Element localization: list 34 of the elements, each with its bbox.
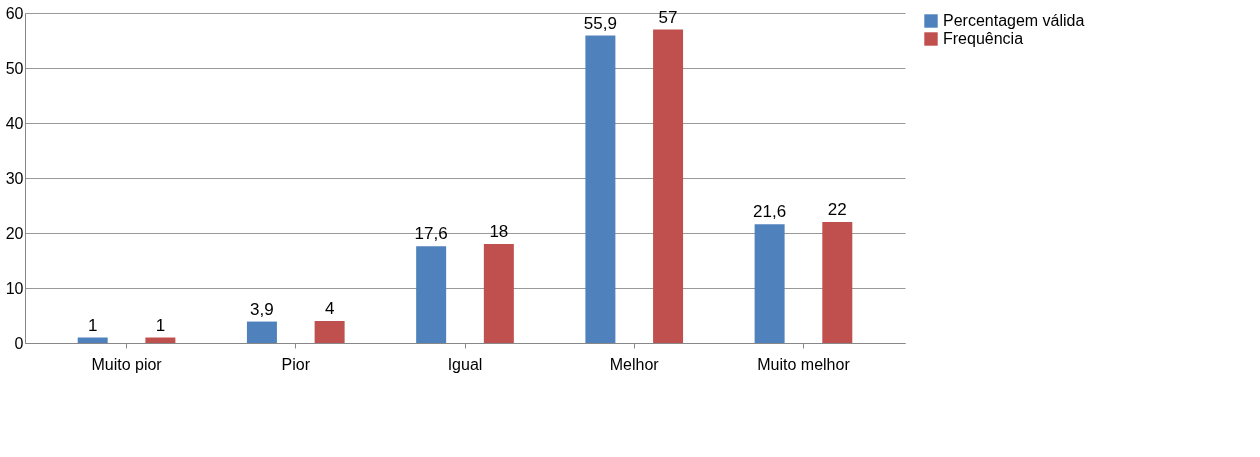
data-label: 1 — [87, 315, 98, 335]
bar — [145, 337, 176, 343]
bar — [246, 321, 277, 343]
data-label: 55,9 — [583, 13, 617, 33]
x-tick-label: Muito melhor — [757, 355, 851, 373]
bar — [822, 222, 853, 343]
data-label: 22 — [827, 200, 847, 219]
data-label: 18 — [489, 222, 509, 241]
y-tick-label: 0 — [14, 334, 24, 352]
bar — [483, 244, 514, 343]
x-tick-label: Muito pior — [91, 355, 163, 373]
data-label: 1 — [155, 315, 166, 335]
bar — [754, 224, 785, 343]
bar — [416, 246, 447, 343]
legend-label: Frequência — [943, 30, 1024, 47]
data-label: 17,6 — [414, 224, 448, 244]
y-tick-label: 20 — [5, 224, 24, 242]
y-tick-label: 50 — [5, 59, 24, 77]
bar — [585, 35, 616, 343]
data-label: 4 — [324, 299, 335, 318]
bar — [77, 337, 108, 343]
y-tick-label: 30 — [5, 169, 24, 187]
x-tick-label: Igual — [447, 355, 483, 373]
bar — [653, 29, 684, 343]
data-label: 3,9 — [250, 299, 274, 319]
y-tick-label: 40 — [5, 114, 24, 132]
data-label: 21,6 — [753, 202, 787, 222]
y-tick-label: 10 — [5, 279, 24, 297]
bar — [314, 321, 345, 343]
data-label: 57 — [658, 7, 678, 27]
x-tick-label: Pior — [281, 355, 311, 373]
legend-label: Percentagem válida — [943, 12, 1085, 29]
x-tick-label: Melhor — [609, 355, 660, 373]
y-tick-label: 60 — [5, 4, 24, 22]
